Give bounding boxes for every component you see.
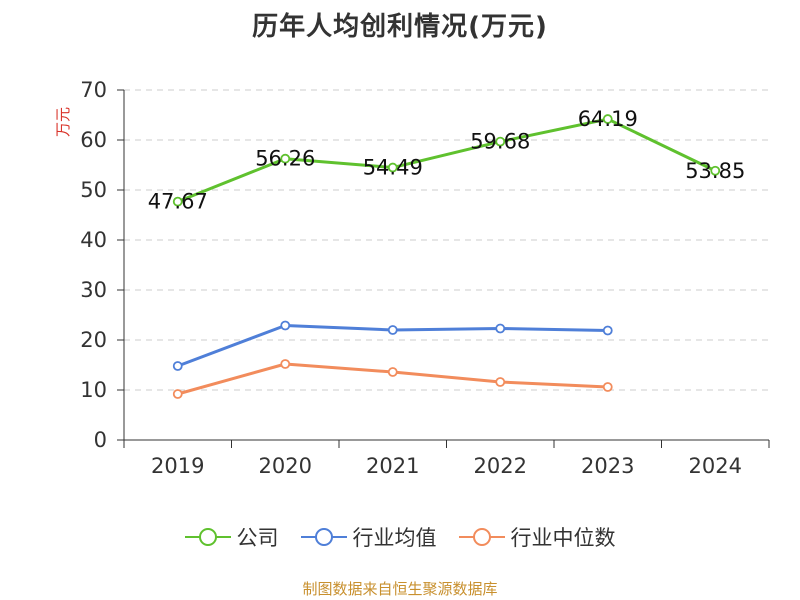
data-point-company — [280, 153, 291, 164]
data-point-industry-median — [602, 382, 613, 392]
legend-marker-industry-avg — [314, 528, 333, 546]
data-label: 64.19 — [578, 107, 638, 131]
y-tick-label: 10 — [80, 378, 107, 402]
data-label: 54.49 — [363, 156, 423, 180]
data-point-industry-median — [495, 377, 506, 387]
data-point-company — [172, 196, 183, 207]
y-tick-label: 70 — [80, 78, 107, 102]
data-point-industry-median — [387, 367, 398, 377]
legend-item-industry-avg[interactable]: 行业均值 — [300, 522, 437, 552]
data-point-industry-avg — [602, 325, 613, 336]
data-point-company — [602, 114, 613, 124]
data-point-industry-avg — [495, 323, 506, 334]
x-tick-label: 2019 — [151, 454, 204, 478]
data-source-note: 制图数据来自恒生聚源数据库 — [302, 580, 498, 598]
y-tick-label: 30 — [80, 278, 107, 302]
x-tick-label: 2021 — [366, 454, 419, 478]
x-tick-label: 2020 — [259, 454, 312, 478]
data-label: 59.68 — [470, 130, 530, 154]
x-tick-label: 2022 — [474, 454, 527, 478]
legend-label-industry-median: 行业中位数 — [510, 526, 616, 550]
y-tick-label: 50 — [80, 178, 107, 202]
data-point-industry-avg — [280, 320, 291, 331]
chart-title: 历年人均创利情况(万元) — [252, 12, 548, 42]
y-tick-label: 0 — [94, 428, 107, 452]
data-point-industry-median — [280, 359, 291, 369]
x-tick-label: 2023 — [581, 454, 634, 478]
y-axis-label: 万元 — [54, 107, 72, 137]
data-point-industry-avg — [387, 325, 398, 335]
legend-label-industry-avg: 行业均值 — [352, 526, 437, 550]
legend-swatch-industry-avg — [300, 528, 347, 546]
data-label: 56.26 — [255, 147, 315, 171]
data-point-company — [710, 165, 721, 176]
legend-label-company: 公司 — [236, 526, 279, 550]
data-label: 53.85 — [685, 159, 745, 183]
legend: 公司 行业均值 行业中位数 — [0, 520, 800, 554]
data-point-company — [387, 162, 398, 173]
data-point-company — [495, 136, 506, 147]
data-point-industry-median — [172, 389, 183, 399]
data-point-industry-avg — [172, 361, 183, 371]
data-label: 47.67 — [148, 190, 208, 214]
y-tick-label: 60 — [80, 128, 107, 152]
legend-swatch-industry-median — [458, 528, 505, 546]
series-line-company — [177, 117, 716, 204]
y-tick-label: 20 — [80, 328, 107, 352]
legend-marker-company — [198, 528, 217, 546]
legend-item-company[interactable]: 公司 — [184, 522, 279, 552]
x-tick-label: 2024 — [689, 454, 742, 478]
legend-marker-industry-median — [472, 528, 491, 546]
legend-swatch-company — [184, 528, 231, 546]
y-tick-label: 40 — [80, 228, 107, 252]
legend-item-industry-median[interactable]: 行业中位数 — [458, 522, 616, 552]
